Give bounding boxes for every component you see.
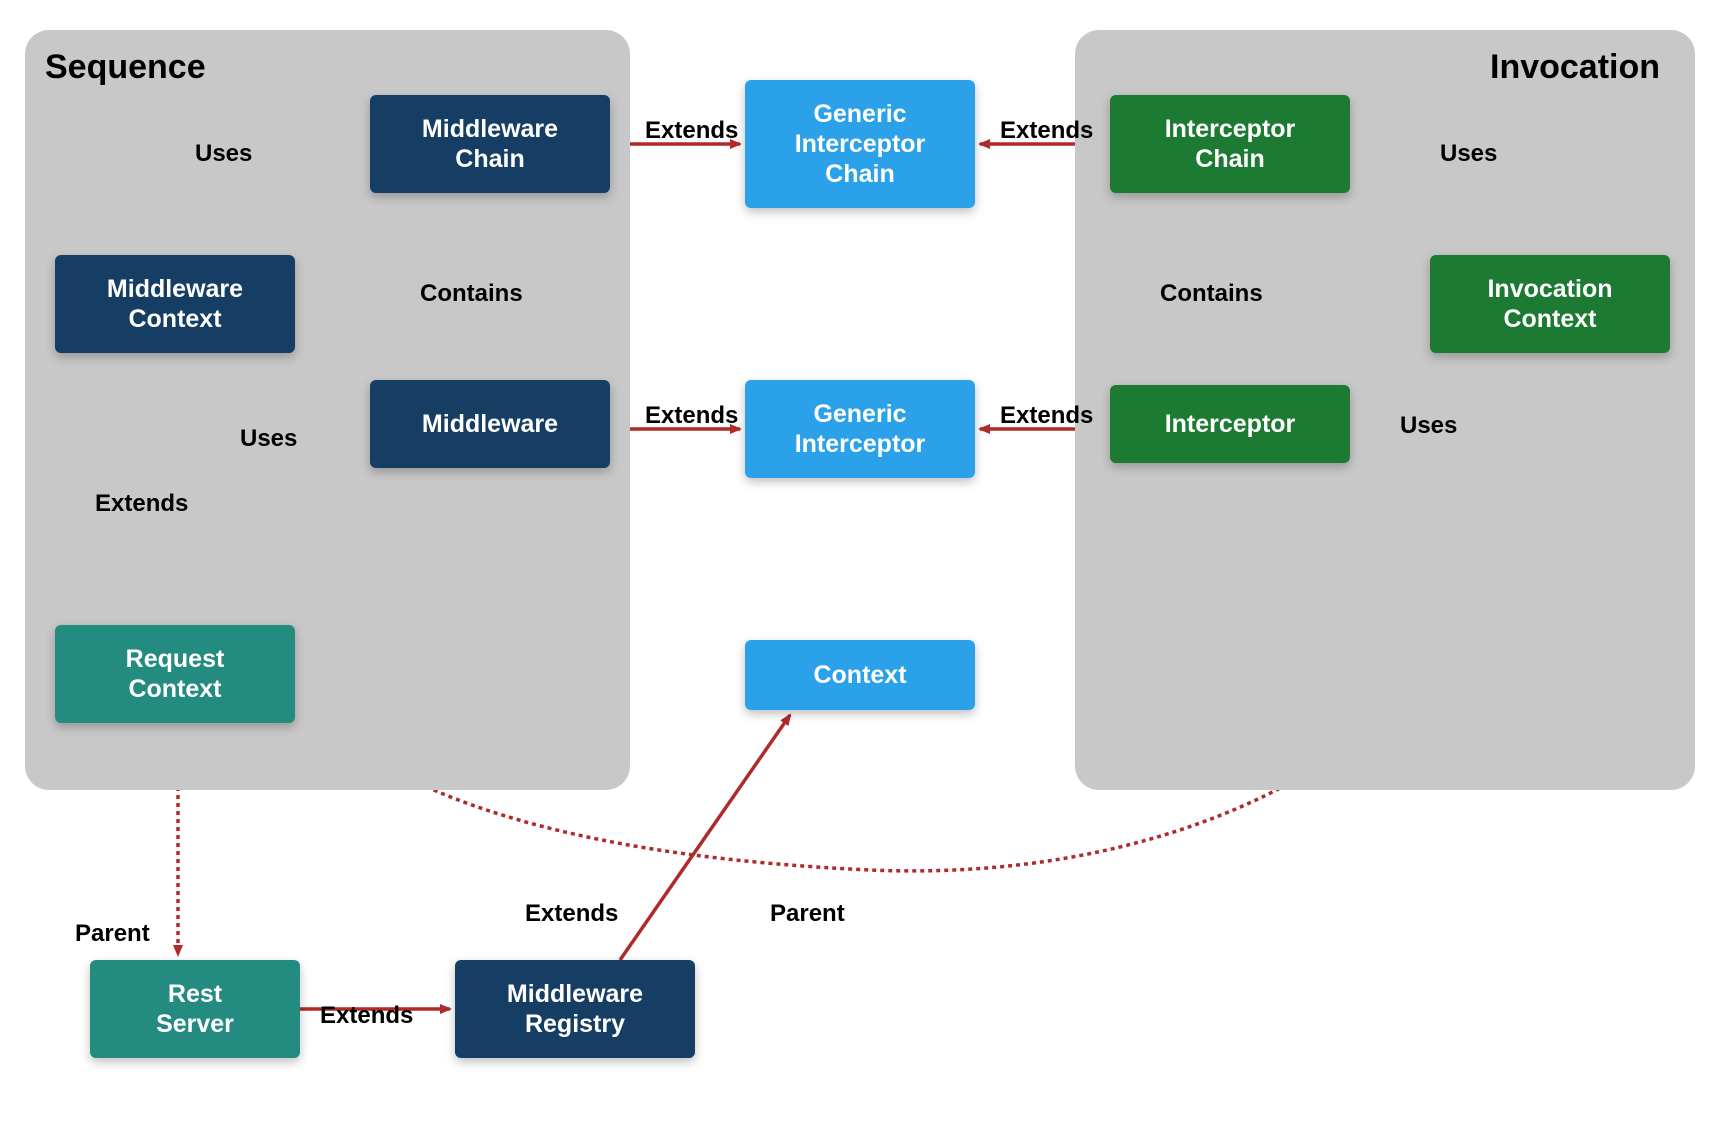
node-mw_registry: Middleware Registry xyxy=(455,960,695,1058)
edge-label: Extends xyxy=(1000,402,1093,430)
edge-label: Extends xyxy=(320,1002,413,1030)
node-gen_int_chain: Generic Interceptor Chain xyxy=(745,80,975,208)
group-title-sequence: Sequence xyxy=(45,48,206,87)
edge-label: Uses xyxy=(1400,412,1457,440)
edge-path xyxy=(620,715,790,960)
edge-label: Uses xyxy=(240,425,297,453)
group-title-invocation: Invocation xyxy=(1490,48,1660,87)
edge-label: Extends xyxy=(645,402,738,430)
edge-label: Extends xyxy=(645,117,738,145)
edge-label: Extends xyxy=(525,900,618,928)
node-mw_context: Middleware Context xyxy=(55,255,295,353)
node-int_chain: Interceptor Chain xyxy=(1110,95,1350,193)
node-mw: Middleware xyxy=(370,380,610,468)
edge-label: Contains xyxy=(1160,280,1263,308)
node-inv_context: Invocation Context xyxy=(1430,255,1670,353)
edge-label: Contains xyxy=(420,280,523,308)
edge-label: Parent xyxy=(75,920,150,948)
node-interceptor: Interceptor xyxy=(1110,385,1350,463)
edge-label: Extends xyxy=(1000,117,1093,145)
node-gen_int: Generic Interceptor xyxy=(745,380,975,478)
edge-label: Uses xyxy=(195,140,252,168)
node-req_context: Request Context xyxy=(55,625,295,723)
edge-label: Uses xyxy=(1440,140,1497,168)
node-context: Context xyxy=(745,640,975,710)
diagram-stage: Sequence Invocation Extends Extends Extends E… xyxy=(0,0,1720,1144)
edge-label: Extends xyxy=(95,490,188,518)
node-mw_chain: Middleware Chain xyxy=(370,95,610,193)
node-rest_server: Rest Server xyxy=(90,960,300,1058)
edge-label: Parent xyxy=(770,900,845,928)
